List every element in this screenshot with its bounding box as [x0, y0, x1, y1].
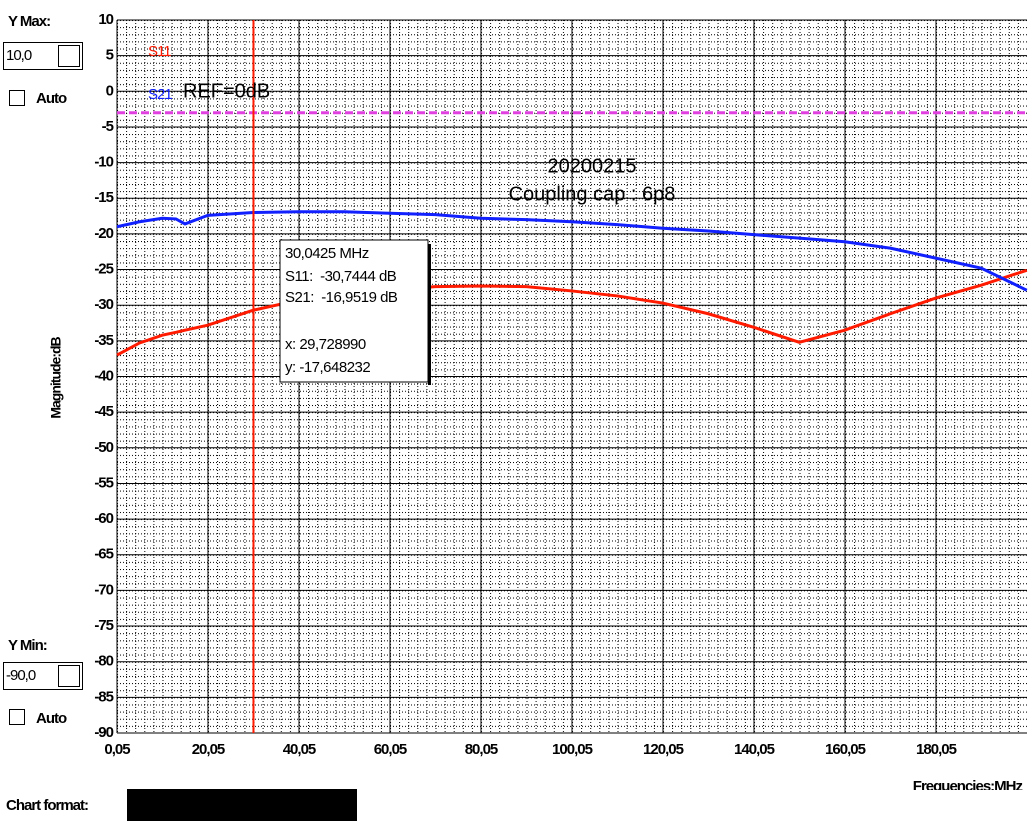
- x-tick-label: 40,05: [283, 741, 316, 758]
- y-tick-label: -90: [94, 724, 113, 741]
- y-tick-label: -65: [94, 546, 113, 563]
- y-tick-label: -20: [94, 225, 113, 242]
- y-min-auto-checkbox[interactable]: [9, 709, 25, 725]
- x-tick-label: 80,05: [465, 741, 498, 758]
- y-min-value: -90,0: [6, 667, 36, 684]
- legend-entry: S21: [148, 86, 172, 103]
- x-tick-label: 180,05: [916, 741, 957, 758]
- y-tick-label: -40: [94, 367, 113, 384]
- y-min-label: Y Min:: [8, 637, 48, 654]
- tooltip-line: S21: -16,9519 dB: [285, 289, 398, 306]
- chart: -90-85-80-75-70-65-60-55-50-45-40-35-30-…: [48, 11, 1028, 790]
- tooltip-line: 30,0425 MHz: [285, 245, 369, 262]
- y-min-spinner[interactable]: -90,0: [3, 662, 83, 690]
- y-min-auto-label: Auto: [36, 710, 67, 727]
- tooltip-line: y: -17,648232: [285, 359, 370, 376]
- y-tick-label: -50: [94, 439, 113, 456]
- reference-label: REF=0dB: [183, 80, 270, 102]
- x-tick-label: 140,05: [734, 741, 775, 758]
- x-tick-label: 60,05: [374, 741, 407, 758]
- legend-entry: S11: [148, 43, 171, 60]
- y-tick-label: -30: [94, 296, 113, 313]
- y-max-spinner[interactable]: 10,0: [3, 42, 83, 70]
- y-tick-label: -45: [94, 403, 113, 420]
- spin-arrows[interactable]: [58, 665, 80, 687]
- y-tick-label: 5: [106, 47, 114, 64]
- series-line: [116, 210, 1028, 292]
- y-tick-label: -80: [94, 653, 113, 670]
- spin-arrows[interactable]: [58, 45, 80, 67]
- x-tick-label: 100,05: [552, 741, 593, 758]
- tooltip-line: x: 29,728990: [285, 336, 366, 353]
- y-max-value: 10,0: [6, 47, 32, 64]
- annotation: Coupling cap : 6p8: [509, 183, 676, 205]
- tooltip-shadow: [428, 244, 431, 385]
- y-tick-label: -5: [102, 118, 114, 135]
- tooltip-box: [279, 239, 429, 383]
- y-tick-label: -15: [94, 189, 113, 206]
- y-tick-label: -75: [94, 617, 113, 634]
- y-max-auto-label: Auto: [36, 90, 67, 107]
- y-tick-label: -70: [94, 581, 113, 598]
- y-tick-label: -10: [94, 154, 113, 171]
- y-max-label: Y Max:: [8, 13, 51, 30]
- series-line: [116, 268, 1028, 357]
- y-tick-label: -60: [94, 510, 113, 527]
- y-tick-label: -85: [94, 688, 113, 705]
- y-tick-label: -55: [94, 474, 113, 491]
- y-tick-label: 10: [98, 11, 113, 28]
- tooltip-line: S11: -30,7444 dB: [285, 268, 397, 285]
- annotation: 20200215: [548, 155, 637, 177]
- x-tick-label: 160,05: [825, 741, 866, 758]
- x-axis-label: Frequencies:MHz: [913, 778, 1023, 790]
- x-tick-label: 120,05: [643, 741, 684, 758]
- x-tick-label: 0,05: [104, 741, 130, 758]
- y-axis-label: Magnitude:dB: [48, 336, 64, 418]
- y-tick-label: -35: [94, 332, 113, 349]
- chart-format-field[interactable]: [127, 789, 357, 821]
- y-max-auto-checkbox[interactable]: [9, 90, 25, 106]
- x-tick-label: 20,05: [192, 741, 225, 758]
- chart-format-label: Chart format:: [6, 797, 89, 814]
- y-tick-label: -25: [94, 261, 113, 278]
- y-tick-label: 0: [106, 82, 114, 99]
